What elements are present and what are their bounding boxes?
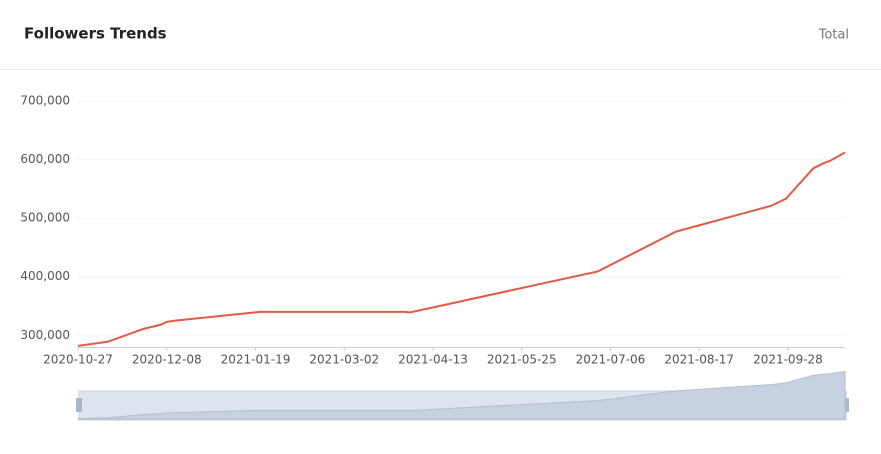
- y-tick-label: 300,000: [20, 328, 70, 342]
- x-tick-label: 2020-12-08: [132, 353, 202, 367]
- zoom-handle-left[interactable]: [76, 398, 82, 412]
- zoom-handle-right[interactable]: [843, 398, 849, 412]
- y-tick-label: 400,000: [20, 269, 70, 283]
- x-tick-label: 2021-08-17: [664, 353, 734, 367]
- zoom-preview: [77, 370, 846, 420]
- x-tick-label: 2021-04-13: [398, 353, 468, 367]
- x-tick-label: 2021-03-02: [309, 353, 379, 367]
- x-tick-label: 2021-09-28: [753, 353, 823, 367]
- x-tick-label: 2021-07-06: [576, 353, 646, 367]
- series-line: [77, 151, 846, 347]
- panel-title: Followers Trends: [24, 25, 167, 43]
- y-tick-label: 600,000: [20, 152, 70, 166]
- y-tick-label: 700,000: [20, 94, 70, 108]
- x-tick-label: 2020-10-27: [43, 353, 113, 367]
- y-tick-label: 500,000: [20, 211, 70, 225]
- x-tick-label: 2021-05-25: [487, 353, 557, 367]
- x-tick-label: 2021-01-19: [221, 353, 291, 367]
- mode-selector[interactable]: Total: [818, 28, 849, 43]
